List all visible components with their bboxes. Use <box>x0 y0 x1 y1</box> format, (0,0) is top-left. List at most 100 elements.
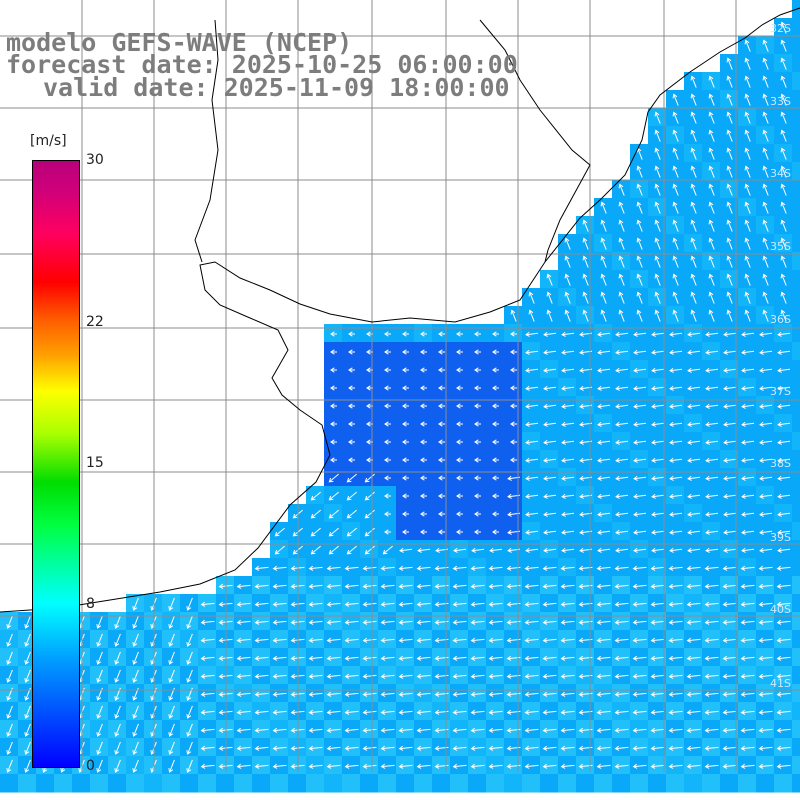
wind-arrow <box>651 493 665 499</box>
wind-cell <box>90 684 109 703</box>
wind-cell <box>450 468 469 487</box>
wind-arrow <box>402 439 409 445</box>
wind-cell <box>360 594 379 613</box>
wind-arrow <box>740 673 755 679</box>
wind-arrow <box>543 367 557 373</box>
wind-arrow <box>456 529 463 535</box>
wind-cell <box>342 324 361 343</box>
wind-cell <box>612 486 631 505</box>
wind-cell <box>540 684 559 703</box>
wind-arrow <box>776 655 791 661</box>
wind-arrow <box>186 597 193 611</box>
colorbar-tick-label: 15 <box>86 455 104 471</box>
wind-cell <box>324 342 343 361</box>
wind-arrow <box>254 673 269 679</box>
wind-cell <box>108 666 127 685</box>
wind-cell <box>450 378 469 397</box>
colorbar-tick-label: 0 <box>86 758 95 774</box>
wind-cell <box>378 702 397 721</box>
wind-arrow <box>633 529 647 535</box>
wind-arrow <box>272 763 287 769</box>
wind-cell <box>594 432 613 451</box>
wind-cell <box>180 684 199 703</box>
wind-arrow <box>776 763 791 769</box>
wind-arrow <box>6 651 13 665</box>
wind-cell <box>792 108 800 127</box>
wind-cell <box>360 612 379 631</box>
latitude-label: 38S <box>770 457 791 470</box>
wind-arrow <box>615 547 629 553</box>
wind-cell <box>594 540 613 559</box>
wind-cell <box>468 378 487 397</box>
wind-arrow <box>741 439 755 445</box>
wind-cell <box>522 612 541 631</box>
wind-arrow <box>758 583 773 589</box>
wind-arrow <box>740 565 755 571</box>
wind-arrow <box>438 529 445 535</box>
wind-cell <box>738 576 757 595</box>
wind-arrow <box>758 745 773 751</box>
wind-arrow <box>420 385 427 391</box>
wind-cell <box>522 414 541 433</box>
wind-arrow <box>723 439 737 445</box>
wind-cell <box>558 720 577 739</box>
wind-cell <box>792 234 800 253</box>
wind-cell <box>324 720 343 739</box>
wind-cell <box>720 558 739 577</box>
wind-cell <box>558 774 577 793</box>
wind-cell <box>738 360 757 379</box>
wind-cell <box>324 612 343 631</box>
wind-arrow <box>704 565 719 571</box>
wind-arrow <box>24 723 31 737</box>
wind-cell <box>126 774 145 793</box>
wind-cell <box>378 540 397 559</box>
wind-cell <box>342 666 361 685</box>
wind-cell <box>360 486 379 505</box>
wind-arrow <box>24 615 31 629</box>
wind-arrow <box>438 439 445 445</box>
wind-arrow <box>686 763 701 769</box>
wind-arrow <box>686 691 701 697</box>
wind-arrow <box>740 727 755 733</box>
wind-arrow <box>488 619 503 625</box>
wind-arrow <box>438 475 445 481</box>
wind-cell <box>684 630 703 649</box>
wind-cell <box>666 756 685 775</box>
graticule <box>0 0 800 772</box>
wind-cell <box>522 324 541 343</box>
wind-arrow <box>776 709 791 715</box>
wind-arrow <box>417 547 431 553</box>
wind-arrow <box>615 511 629 517</box>
wind-arrow <box>560 673 575 679</box>
wind-cell <box>342 684 361 703</box>
wind-arrow <box>326 745 341 751</box>
wind-cell <box>684 666 703 685</box>
wind-arrow <box>254 637 269 643</box>
wind-cell <box>306 576 325 595</box>
wind-arrow <box>651 385 665 391</box>
wind-cell <box>558 612 577 631</box>
wind-arrow <box>597 529 611 535</box>
wind-arrow <box>614 709 629 715</box>
wind-cell <box>558 666 577 685</box>
wind-arrow <box>398 637 413 643</box>
wind-arrow <box>399 547 413 553</box>
wind-arrow <box>272 709 287 715</box>
wind-arrow <box>542 601 557 607</box>
wind-arrow <box>344 583 359 589</box>
wind-cell <box>414 576 433 595</box>
wind-arrow <box>596 691 611 697</box>
wind-cell <box>774 360 793 379</box>
wind-arrow <box>780 111 787 124</box>
wind-cell <box>360 540 379 559</box>
wind-arrow <box>777 439 791 445</box>
wind-arrow <box>561 511 575 517</box>
wind-arrow <box>726 273 733 286</box>
wind-arrow <box>384 511 391 517</box>
wind-arrow <box>525 475 539 481</box>
wind-cell <box>324 432 343 451</box>
wind-cell <box>126 702 145 721</box>
wind-cell <box>90 756 109 775</box>
wind-arrow <box>672 237 679 250</box>
wind-arrow <box>744 219 751 232</box>
